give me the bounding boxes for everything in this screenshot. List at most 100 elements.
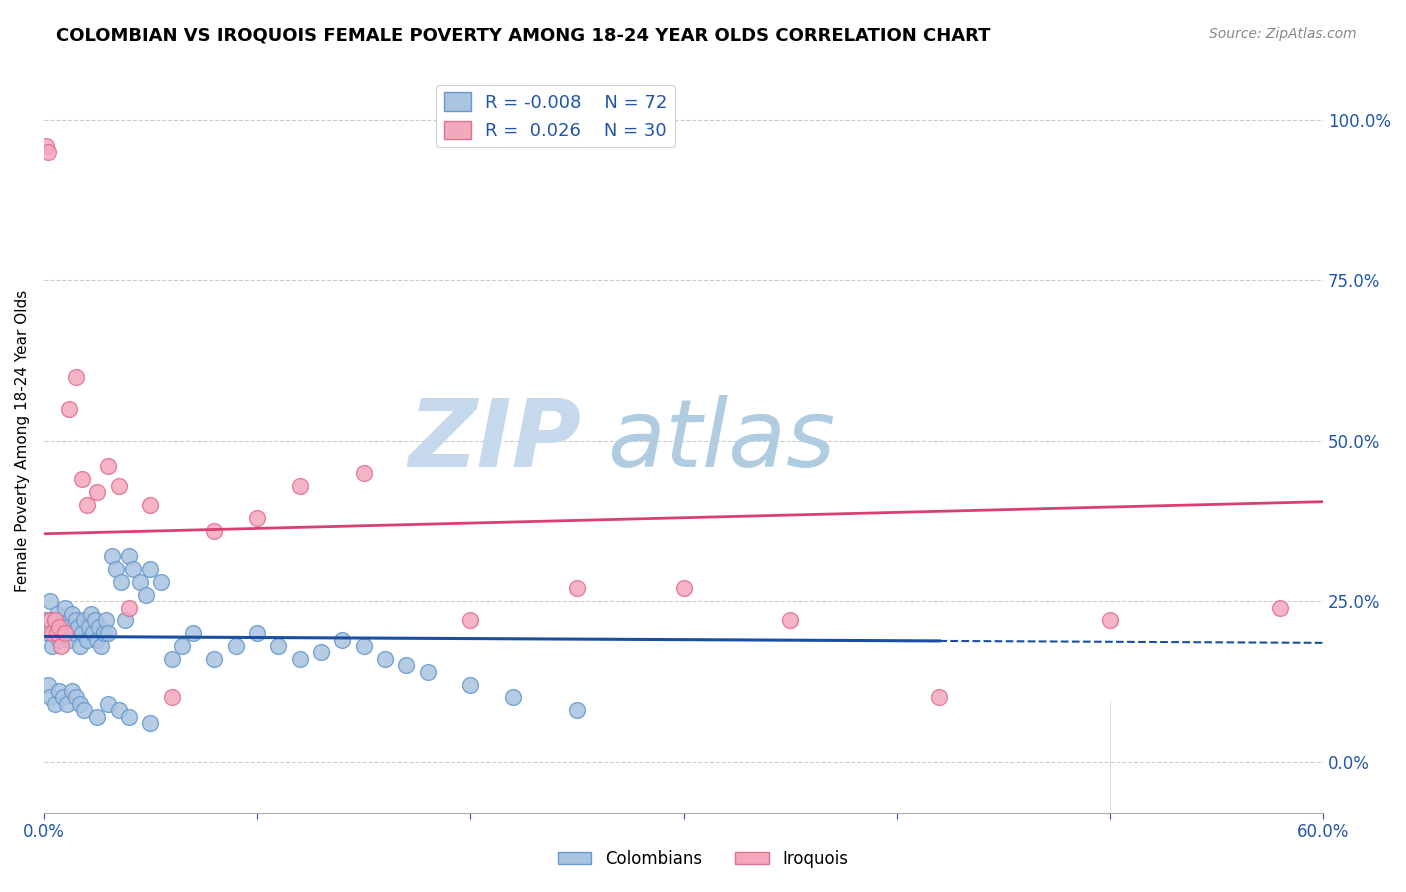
Point (353, 639, 375, 653)
Point (76, 632, 98, 647)
Point (118, 600, 141, 615)
Point (97, 459, 120, 474)
Point (118, 709, 141, 723)
Point (395, 658, 418, 673)
Point (160, 652, 183, 666)
Point (160, 690, 183, 705)
Point (56, 620, 79, 634)
Point (139, 716, 162, 731)
Text: COLOMBIAN VS IROQUOIS FEMALE POVERTY AMONG 18-24 YEAR OLDS CORRELATION CHART: COLOMBIAN VS IROQUOIS FEMALE POVERTY AMO… (56, 27, 991, 45)
Point (101, 549, 124, 564)
Point (52, 690, 75, 705)
Text: ZIP: ZIP (408, 395, 581, 487)
Point (135, 588, 157, 602)
Point (128, 574, 150, 589)
Point (45, 607, 67, 621)
Point (139, 498, 162, 512)
Legend: Colombians, Iroquois: Colombians, Iroquois (551, 844, 855, 875)
Point (565, 703, 588, 717)
Point (44, 614, 66, 628)
Point (110, 574, 132, 589)
Point (44, 697, 66, 711)
Point (225, 639, 247, 653)
Text: atlas: atlas (607, 395, 835, 486)
Point (49, 614, 72, 628)
Point (97, 626, 120, 640)
Point (39, 614, 62, 628)
Point (69, 639, 91, 653)
Point (65, 369, 87, 384)
Point (82, 626, 104, 640)
Point (72, 626, 94, 640)
Point (416, 665, 439, 679)
Point (204, 524, 226, 538)
Point (72, 472, 94, 486)
Point (44, 620, 66, 634)
Point (114, 614, 136, 628)
Point (39, 690, 62, 705)
Point (118, 549, 141, 564)
Point (246, 510, 269, 524)
Point (60, 607, 83, 621)
Point (928, 690, 950, 705)
Point (779, 614, 801, 628)
Point (66, 620, 89, 634)
Point (1098, 614, 1121, 628)
Point (107, 478, 129, 492)
Point (1270, 600, 1292, 615)
Point (48, 684, 70, 698)
Point (332, 632, 354, 647)
Point (105, 562, 128, 576)
Legend: R = -0.008    N = 72, R =  0.026    N = 30: R = -0.008 N = 72, R = 0.026 N = 30 (436, 85, 675, 147)
Point (374, 652, 396, 666)
Point (246, 626, 269, 640)
Point (172, 639, 194, 653)
Point (37, 626, 59, 640)
Point (181, 626, 204, 640)
Point (62, 626, 84, 640)
Point (73, 614, 96, 628)
Point (204, 652, 226, 666)
Point (122, 562, 145, 576)
Point (76, 498, 98, 512)
Point (97, 697, 120, 711)
Point (73, 703, 96, 717)
Text: Source: ZipAtlas.com: Source: ZipAtlas.com (1209, 27, 1357, 41)
Point (69, 697, 91, 711)
Point (56, 697, 79, 711)
Y-axis label: Female Poverty Among 18-24 Year Olds: Female Poverty Among 18-24 Year Olds (15, 290, 30, 591)
Point (458, 614, 481, 628)
Point (93, 626, 115, 640)
Point (353, 466, 375, 480)
Point (288, 652, 311, 666)
Point (41, 639, 63, 653)
Point (58, 632, 80, 647)
Point (37, 145, 59, 159)
Point (309, 645, 332, 659)
Point (86, 632, 108, 647)
Point (41, 626, 63, 640)
Point (288, 478, 311, 492)
Point (107, 703, 129, 717)
Point (53, 626, 76, 640)
Point (48, 632, 70, 647)
Point (94, 614, 117, 628)
Point (58, 401, 80, 416)
Point (672, 582, 695, 596)
Point (150, 574, 173, 589)
Point (86, 485, 108, 500)
Point (60, 684, 83, 698)
Point (84, 614, 107, 628)
Point (502, 690, 524, 705)
Point (267, 639, 290, 653)
Point (139, 562, 162, 576)
Point (45, 626, 67, 640)
Point (90, 639, 112, 653)
Point (565, 582, 588, 596)
Point (65, 690, 87, 705)
Point (77, 620, 100, 634)
Point (39, 594, 62, 608)
Point (80, 607, 103, 621)
Point (35, 614, 58, 628)
Point (49, 639, 72, 653)
